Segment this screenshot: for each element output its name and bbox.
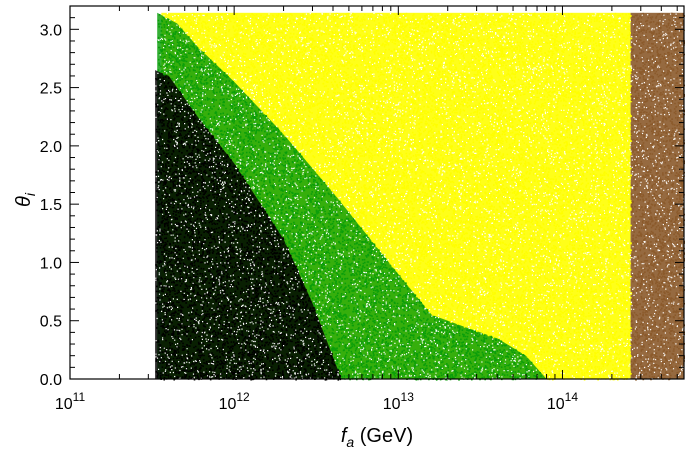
scatter-points (155, 12, 685, 381)
x-tick-label: 1014 (547, 390, 578, 413)
y-tick-label: 2.0 (40, 139, 62, 156)
x-tick-label: 1012 (219, 390, 250, 413)
x-tick-label: 1013 (383, 390, 414, 413)
x-axis-unit: (GeV) (354, 425, 413, 447)
y-axis-subscript: i (22, 192, 38, 196)
y-axis-symbol: θ (13, 196, 35, 207)
x-tick-label: 1011 (55, 390, 86, 413)
y-tick-label: 1.5 (40, 197, 62, 214)
x-axis-symbol: f (341, 425, 349, 447)
y-axis: 0.0 0.5 1.0 1.5 2.0 2.5 3.0 (40, 5, 684, 389)
y-tick-label: 1.0 (40, 255, 62, 272)
y-tick-label: 2.5 (40, 81, 62, 98)
y-axis-title: θi (13, 192, 38, 207)
x-axis-subscript: a (346, 434, 354, 450)
series-points-3 (630, 12, 685, 381)
y-tick-label: 0.5 (40, 314, 62, 331)
y-tick-label: 3.0 (40, 22, 62, 39)
x-axis: 1011 1012 1013 1014 (55, 6, 678, 413)
y-tick-label: 0.0 (40, 372, 62, 389)
series-points-1 (157, 14, 542, 381)
series-points-0 (164, 12, 633, 381)
x-axis-title: fa (GeV) (341, 425, 413, 450)
